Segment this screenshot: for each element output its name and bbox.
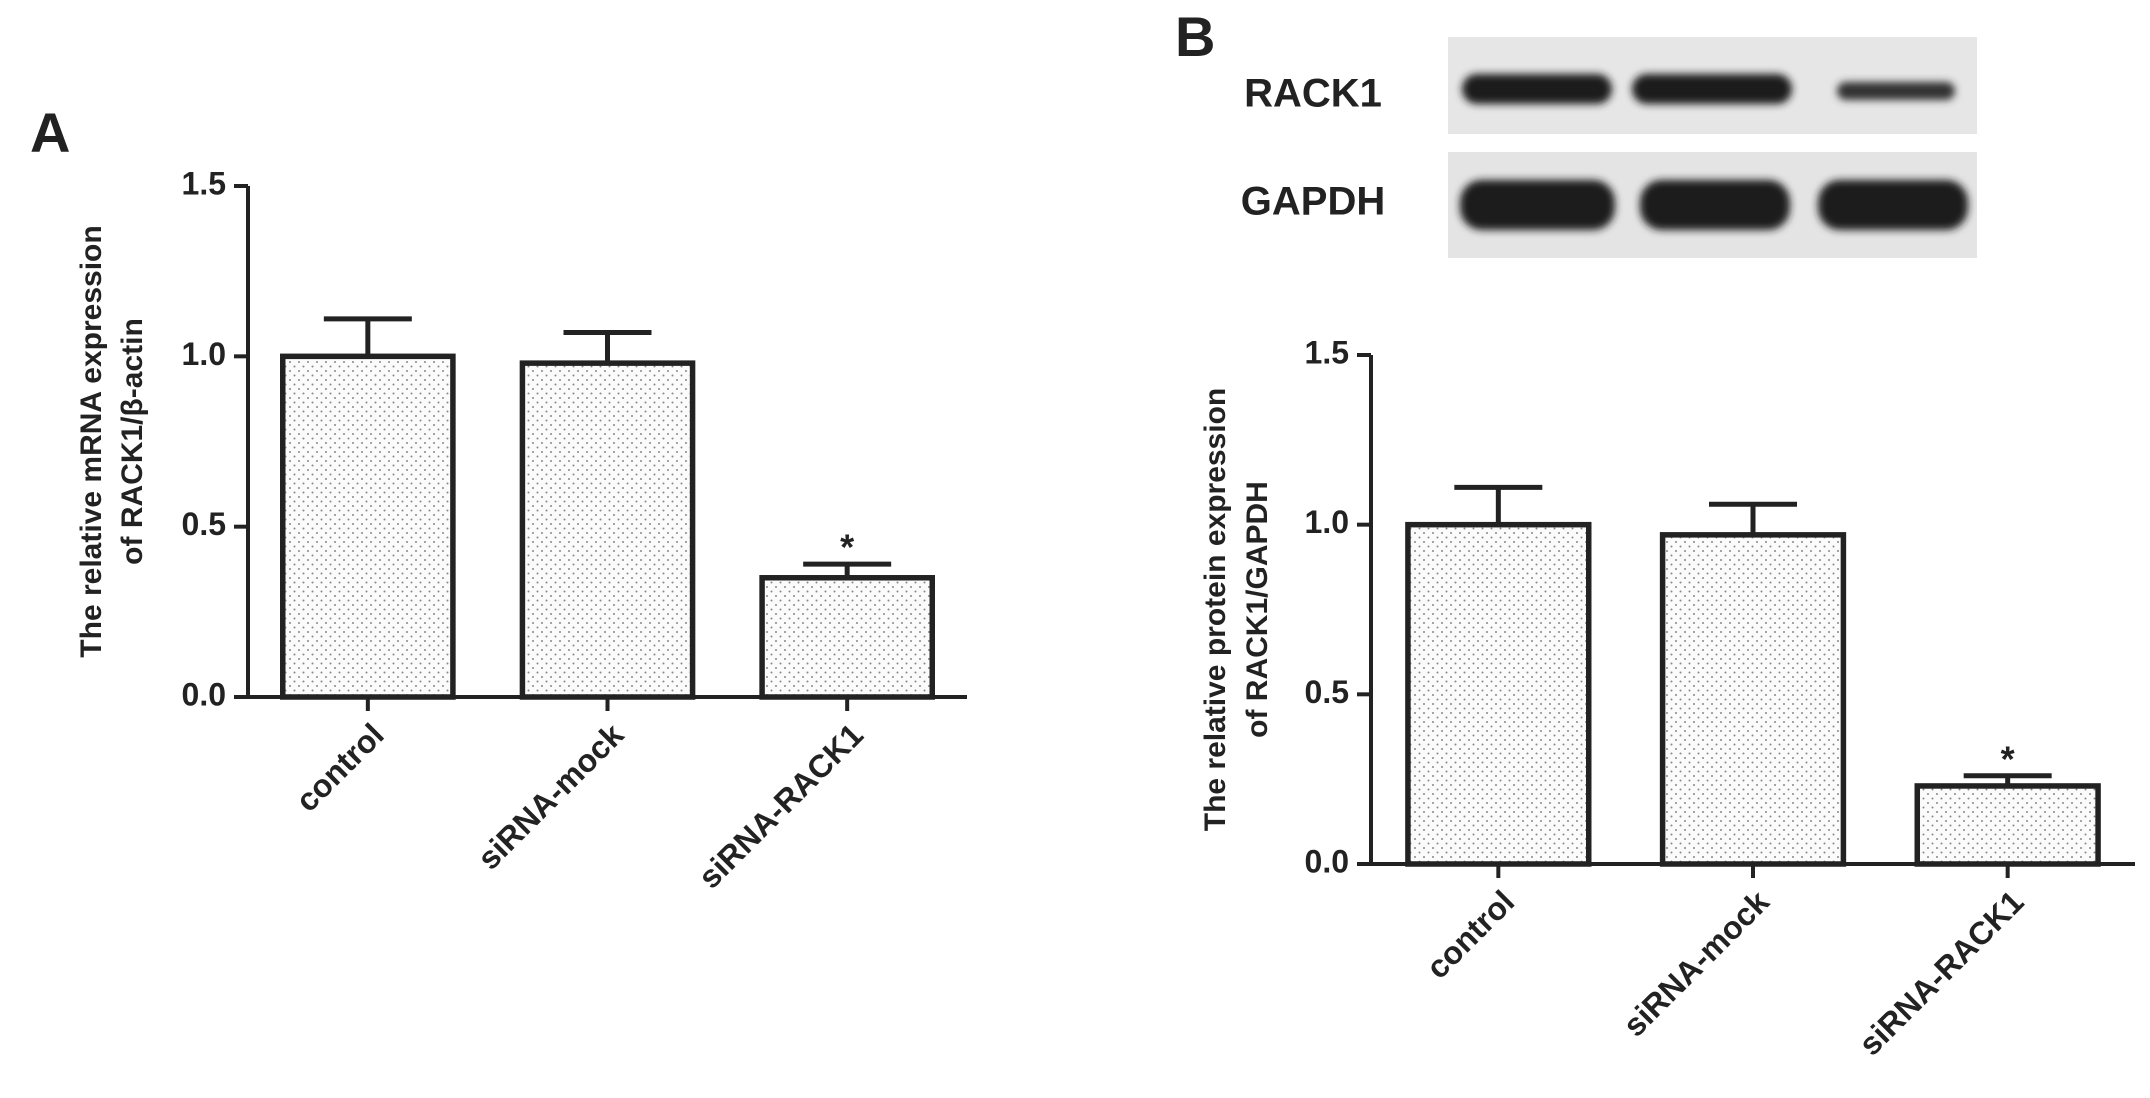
y-tick-label: 1.5 xyxy=(1305,334,1349,370)
x-tick-label: siRNA-RACK1 xyxy=(1852,883,2031,1062)
blot-band xyxy=(1462,74,1612,104)
bar xyxy=(280,353,456,700)
x-tick-label: siRNA-mock xyxy=(470,716,630,876)
x-tick-label: siRNA-RACK1 xyxy=(691,716,870,895)
y-tick-label: 1.0 xyxy=(1305,504,1349,540)
y-tick-label: 1.0 xyxy=(182,336,226,372)
significance-marker: * xyxy=(2001,738,2015,779)
western-blot: RACK1 GAPDH xyxy=(1241,37,1977,258)
bar xyxy=(1914,783,2101,867)
x-tick-label: control xyxy=(1419,883,1521,985)
blot-band xyxy=(1640,180,1790,230)
y-axis-label: of RACK1/β-actin xyxy=(116,318,149,565)
blot-label: GAPDH xyxy=(1241,180,1385,224)
y-axis-label: The relative mRNA expression xyxy=(75,225,108,657)
y-tick-label: 0.5 xyxy=(1305,674,1349,710)
significance-marker: * xyxy=(840,527,854,568)
y-tick-label: 0.5 xyxy=(182,506,226,542)
bar xyxy=(1405,521,1592,867)
y-axis-label: The relative protein expression xyxy=(1199,388,1232,831)
blot-band xyxy=(1460,180,1615,230)
x-tick-label: control xyxy=(289,716,391,818)
blot-band xyxy=(1837,82,1955,100)
y-tick-label: 0.0 xyxy=(1305,843,1349,879)
bar xyxy=(519,360,696,700)
panel-label: A xyxy=(30,101,70,164)
blot-band xyxy=(1632,74,1792,104)
blot-label: RACK1 xyxy=(1244,72,1382,116)
blot-band xyxy=(1818,180,1968,230)
x-tick-label: siRNA-mock xyxy=(1616,883,1776,1043)
y-tick-label: 1.5 xyxy=(182,165,226,201)
y-tick-label: 0.0 xyxy=(182,676,226,712)
panel-label: B xyxy=(1175,5,1215,68)
bar xyxy=(759,575,935,700)
bar xyxy=(1659,532,1847,867)
y-axis-label: of RACK1/GAPDH xyxy=(1241,481,1274,738)
